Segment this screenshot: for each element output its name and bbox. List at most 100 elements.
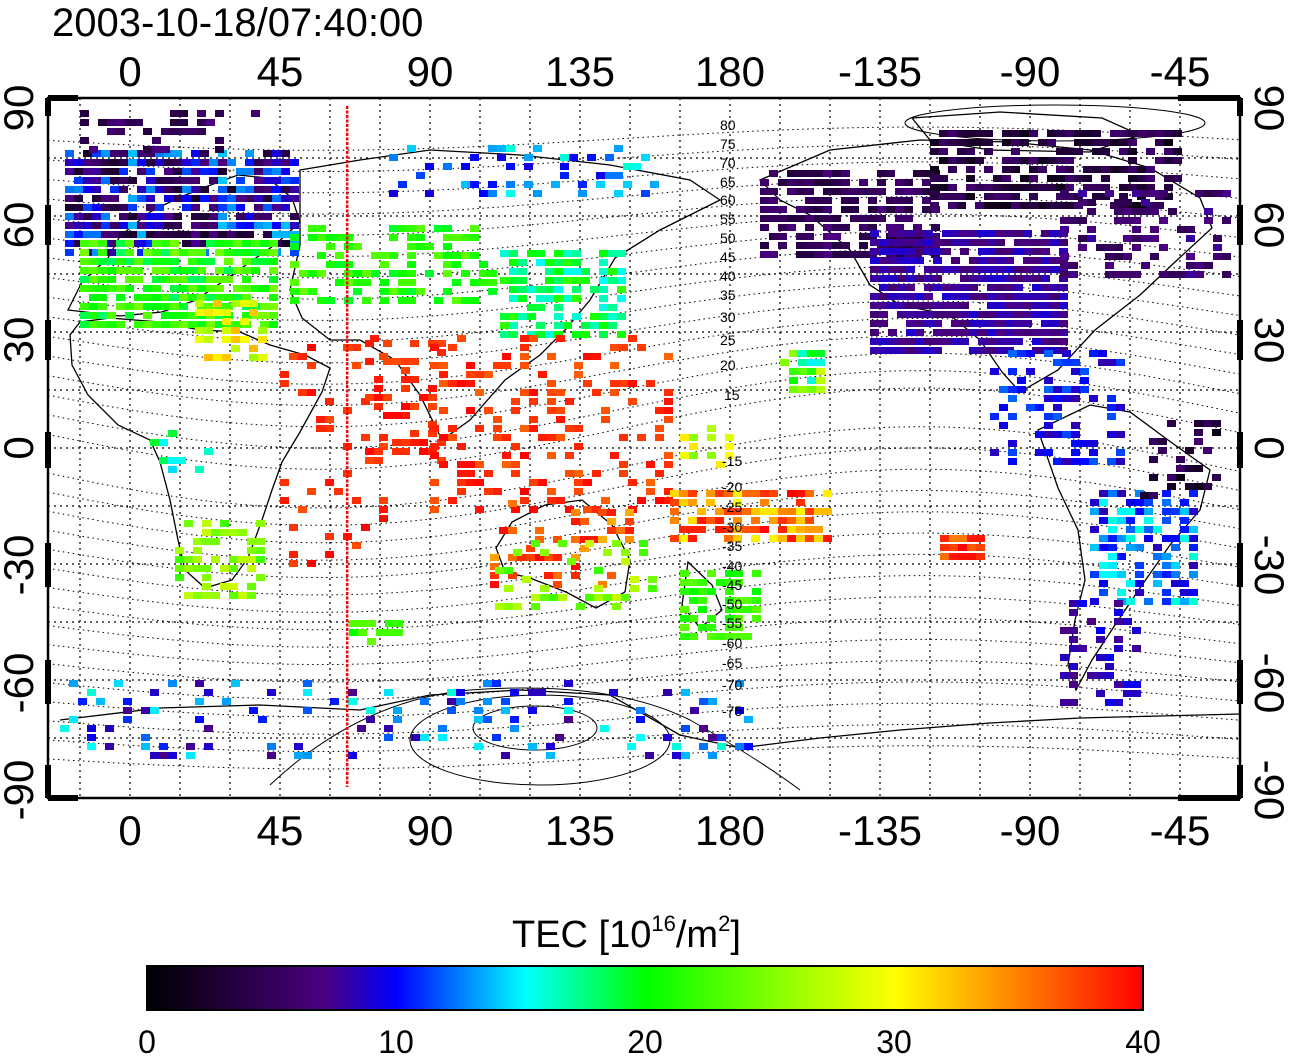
- tec-cell: [1212, 420, 1221, 427]
- tec-cell: [569, 154, 578, 161]
- tec-cell: [159, 743, 168, 750]
- tec-cell: [879, 239, 888, 246]
- tec-cell: [904, 206, 913, 213]
- right-lat-label: 0: [1246, 436, 1292, 459]
- tec-cell: [778, 179, 787, 186]
- tec-cell: [74, 231, 83, 238]
- tec-cell: [1135, 544, 1144, 551]
- tec-cell: [202, 574, 211, 581]
- tec-cell: [672, 743, 681, 750]
- tec-cell: [1123, 681, 1132, 688]
- tec-cell: [439, 362, 448, 369]
- tec-cell: [119, 231, 128, 238]
- tec-cell: [742, 526, 751, 533]
- tec-cell: [335, 261, 344, 268]
- top-lon-label: 90: [407, 48, 454, 95]
- tec-cell: [152, 240, 161, 247]
- tec-cell: [334, 488, 343, 495]
- tec-cell: [1092, 130, 1101, 137]
- tec-cell: [915, 275, 924, 282]
- contour-labels-north: 80 75 70 65 60 55 50 45 40 35 30 25 20 1…: [720, 117, 740, 403]
- tec-cell: [778, 526, 787, 533]
- tec-cell: [303, 752, 312, 759]
- tec-cell: [1041, 248, 1050, 255]
- tec-cell: [555, 734, 564, 741]
- tec-cell: [1135, 589, 1144, 596]
- tec-cell: [725, 588, 734, 595]
- tec-cell: [374, 385, 383, 392]
- tec-cell: [308, 225, 317, 232]
- tec-cell: [733, 535, 742, 542]
- tec-cell: [520, 488, 529, 495]
- tec-cell: [1083, 184, 1092, 191]
- tec-cell: [392, 439, 401, 446]
- tec-cell: [107, 276, 116, 283]
- tec-cell: [502, 452, 511, 459]
- tec-cell: [110, 222, 119, 229]
- tec-cell: [1038, 184, 1047, 191]
- tec-cell: [707, 615, 716, 622]
- contour-label: 20: [720, 357, 736, 373]
- tec-cell: [688, 535, 697, 542]
- tec-cell: [951, 320, 960, 327]
- tec-cell: [348, 689, 357, 696]
- tec-cell: [379, 353, 388, 360]
- tec-cell: [733, 499, 742, 506]
- tec-cell: [290, 297, 299, 304]
- tec-cell: [245, 159, 254, 166]
- tec-cell: [841, 224, 850, 231]
- tec-cell: [263, 150, 272, 157]
- tec-cell: [170, 249, 179, 256]
- tec-cell: [191, 195, 200, 202]
- tec-cell: [590, 286, 599, 293]
- tec-cell: [1105, 244, 1114, 251]
- tec-cell: [1090, 499, 1099, 506]
- tec-cell: [906, 275, 915, 282]
- tec-cell: [556, 407, 565, 414]
- tec-cell: [269, 285, 278, 292]
- tec-cell: [823, 197, 832, 204]
- tec-cell: [978, 320, 987, 327]
- tec-cell: [1014, 338, 1023, 345]
- tec-cell: [832, 188, 841, 195]
- tec-cell: [150, 439, 159, 446]
- tec-cell: [137, 249, 146, 256]
- tec-cell: [107, 267, 116, 274]
- tec-cell: [906, 311, 915, 318]
- tec-cell: [89, 276, 98, 283]
- tec-cell: [362, 279, 371, 286]
- tec-cell: [1108, 562, 1117, 569]
- tec-cell: [1123, 199, 1132, 206]
- tec-cell: [1167, 474, 1176, 481]
- tec-cell: [868, 197, 877, 204]
- tec-cell: [948, 157, 957, 164]
- contour-label: -60: [722, 635, 742, 651]
- right-lat-label: 90: [1246, 85, 1292, 132]
- tec-cell: [617, 295, 626, 302]
- tec-cell: [951, 266, 960, 273]
- tec-cell: [760, 242, 769, 249]
- tec-cell: [128, 222, 137, 229]
- tec-cell: [353, 279, 362, 286]
- tec-cell: [689, 443, 698, 450]
- top-lon-label: -45: [1150, 48, 1211, 95]
- tec-cell: [242, 312, 251, 319]
- tec-cell: [996, 284, 1005, 291]
- tec-cell: [1023, 320, 1032, 327]
- tec-cell: [823, 179, 832, 186]
- tec-cell: [123, 716, 132, 723]
- tec-cell: [778, 215, 787, 222]
- tec-cell: [119, 159, 128, 166]
- tec-cell: [1069, 271, 1078, 278]
- tec-cell: [1089, 350, 1098, 357]
- tec-cell: [87, 743, 96, 750]
- tec-cell: [289, 524, 298, 531]
- tec-cell: [859, 233, 868, 240]
- tec-cell: [272, 150, 281, 157]
- tec-cell: [681, 752, 690, 759]
- tec-cell: [123, 707, 132, 714]
- tec-cell: [751, 535, 760, 542]
- tec-cell: [1065, 157, 1074, 164]
- tec-cell: [948, 130, 957, 137]
- tec-cell: [173, 195, 182, 202]
